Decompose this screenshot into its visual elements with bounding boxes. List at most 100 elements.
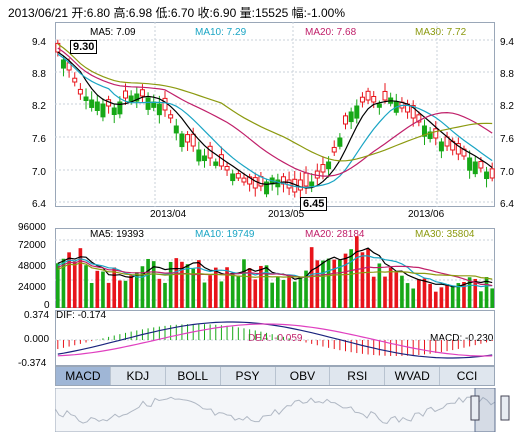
volume-bar [366, 249, 370, 308]
tab-boll[interactable]: BOLL [166, 367, 221, 385]
volume-bar [140, 266, 145, 308]
candle-body [354, 105, 360, 119]
candle-body [185, 134, 191, 143]
volume-bar [213, 267, 218, 308]
price-chart[interactable] [55, 22, 495, 207]
volume-bar [292, 281, 297, 308]
macd-panel[interactable] [55, 310, 495, 366]
tab-psy[interactable]: PSY [221, 367, 276, 385]
volume-panel[interactable] [55, 228, 495, 308]
dea-label: DEA: -0.059 [248, 333, 303, 344]
timeline-left-handle [470, 395, 480, 421]
open-label: 开: [71, 6, 87, 20]
candle-body [134, 93, 140, 102]
candle-body [111, 107, 117, 116]
price-xtick: 2013/04 [150, 209, 187, 220]
volume-ma5-label: MA5: 19393 [90, 229, 144, 240]
candle-body [145, 97, 151, 110]
volume-bar [197, 260, 201, 308]
tab-rsi[interactable]: RSI [330, 367, 386, 385]
volume-bar [281, 279, 286, 308]
price-ytick-right: 8.2 [500, 101, 514, 112]
volume-bar [208, 275, 212, 308]
high-marker: 9.30 [70, 40, 98, 54]
volume-ma10-label: MA10: 19749 [195, 229, 255, 240]
volume-ytick: 24000 [18, 282, 46, 293]
price-ma10-label: MA10: 7.29 [195, 27, 247, 38]
candle-body [123, 90, 129, 99]
timeline-navigator[interactable] [55, 388, 515, 432]
volume-bar [304, 270, 308, 308]
volume-chart[interactable] [55, 228, 495, 308]
candle-body [472, 161, 478, 175]
dif-line [57, 321, 493, 359]
candle-body [337, 137, 343, 147]
volume-bar [428, 283, 432, 308]
tab-kdj[interactable]: KDJ [111, 367, 166, 385]
volume-bar [371, 276, 376, 308]
volume-bar [129, 275, 133, 308]
candle-body [365, 90, 371, 101]
volume-bar [247, 268, 252, 308]
candle-body [117, 101, 123, 115]
candle-body [190, 133, 196, 147]
quote-header: 2013/06/21 开:6.80 高:6.98 低:6.70 收:6.90 量… [8, 4, 345, 21]
price-ytick-right: 6.4 [500, 199, 514, 210]
candle-body [359, 96, 365, 103]
volume-ma30-label: MA30: 35804 [415, 229, 475, 240]
volume-bar [185, 264, 190, 308]
candle-body [247, 176, 253, 185]
volume-bar [157, 278, 162, 308]
price-ytick-left: 7.0 [32, 167, 46, 178]
volume-bar [163, 282, 167, 308]
volume-bar [242, 259, 246, 308]
volume-bar [61, 258, 66, 308]
macd-label: MACD: -0.230 [430, 333, 494, 344]
high-value: 6.98 [128, 6, 153, 20]
price-ytick-right: 7.6 [500, 134, 514, 145]
volume-bar [360, 252, 365, 308]
volume-bar [394, 272, 399, 308]
volume-bar [78, 248, 83, 308]
macd-chart[interactable] [55, 310, 495, 366]
candle-body [89, 99, 95, 108]
candle-body [94, 101, 100, 112]
tab-obv[interactable]: OBV [276, 367, 331, 385]
price-panel[interactable] [55, 22, 495, 207]
volume-bar [259, 265, 263, 308]
candle-body [224, 165, 230, 171]
price-xtick: 2013/05 [268, 209, 305, 220]
volume-bar [191, 268, 196, 308]
candle-body [168, 114, 174, 119]
volume-bar [484, 277, 489, 308]
volume-bar [287, 274, 291, 308]
candle-body [478, 161, 484, 169]
low-value: 6.70 [170, 6, 195, 20]
candle-body [173, 125, 179, 134]
volume-bar [377, 263, 382, 308]
price-ma30-label: MA30: 7.72 [415, 27, 467, 38]
volume-bar [101, 271, 105, 308]
candle-body [416, 114, 422, 123]
close-label: 收: [197, 6, 213, 20]
volume-bar [219, 281, 224, 308]
low-marker: 6.45 [300, 197, 328, 211]
volume-bar [326, 258, 331, 308]
volume-bar [230, 273, 235, 308]
macd-ytick: 0.000 [24, 334, 50, 345]
timeline-price-line [55, 396, 496, 424]
volume-bar [298, 276, 303, 308]
quote-date: 2013/06/21 [8, 6, 69, 20]
dif-label: DIF: -0.174 [56, 310, 107, 321]
volume-bar [383, 276, 387, 308]
price-xtick: 2013/06 [408, 209, 445, 220]
volume-bar [338, 259, 342, 308]
candle-body [455, 143, 461, 155]
tab-macd[interactable]: MACD [56, 367, 111, 385]
candle-body [230, 173, 236, 182]
candle-body [100, 103, 106, 118]
tab-wvad[interactable]: WVAD [385, 367, 441, 385]
candle-body [179, 133, 185, 148]
tab-cci[interactable]: CCI [456, 369, 478, 383]
volume-bar [422, 278, 427, 308]
